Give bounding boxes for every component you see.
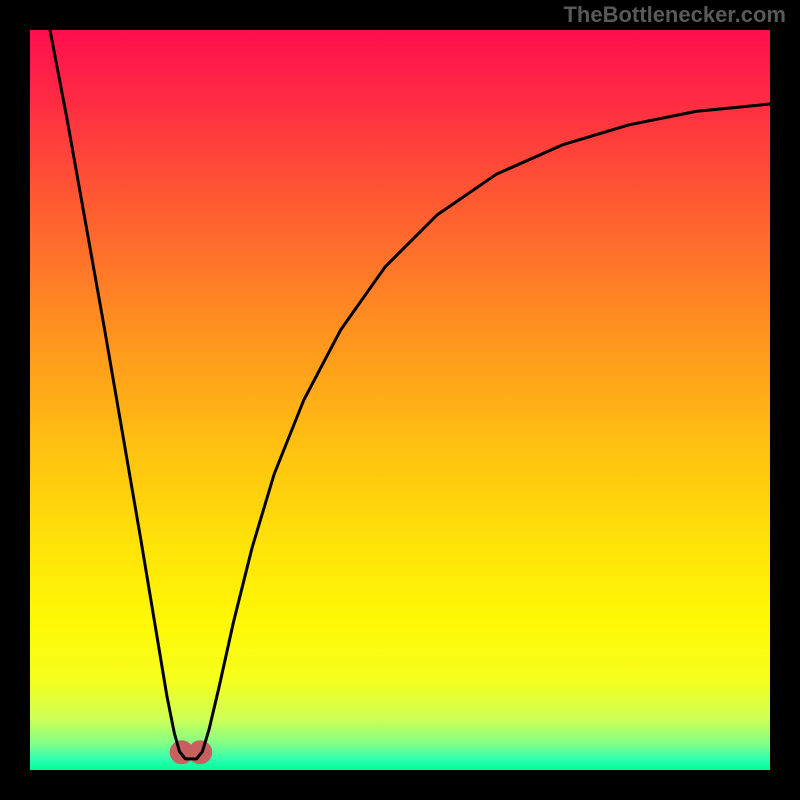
- bottleneck-plot: [30, 30, 770, 770]
- gradient-background: [30, 30, 770, 770]
- watermark-text: TheBottlenecker.com: [563, 2, 786, 28]
